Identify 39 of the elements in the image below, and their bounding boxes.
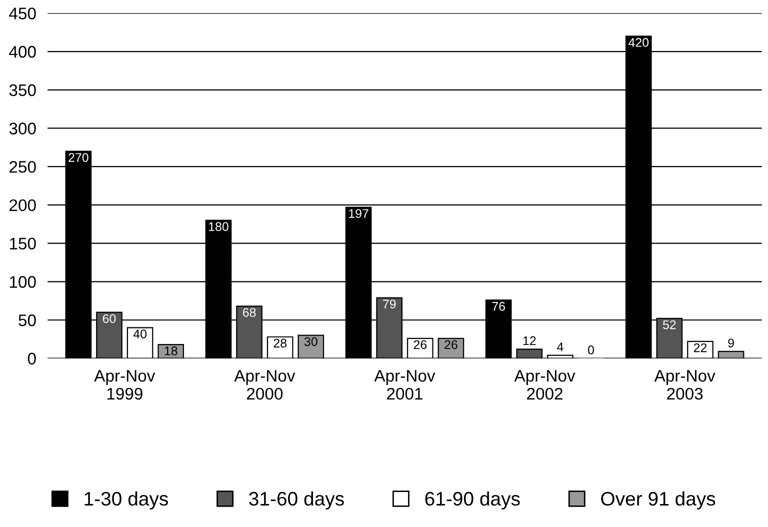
data-label: 52: [662, 320, 676, 330]
y-tick-label: 250: [10, 160, 36, 173]
data-label: 76: [492, 302, 505, 311]
y-tick-label: 200: [10, 199, 36, 212]
data-label: 30: [304, 337, 318, 346]
data-label: 270: [68, 153, 88, 162]
data-label: 9: [728, 338, 734, 348]
data-label: 4: [557, 342, 564, 352]
data-label: 40: [133, 330, 147, 338]
legend-label: Over 91 days: [601, 491, 716, 510]
data-label: 26: [414, 340, 427, 350]
y-tick-label: 450: [9, 8, 36, 20]
x-tick-label: Apr-Nov 2001: [374, 370, 436, 400]
data-label: 79: [383, 300, 396, 308]
data-label: 18: [164, 346, 178, 356]
y-tick-label: 50: [18, 314, 36, 326]
data-label: 180: [209, 222, 228, 231]
y-tick-label: 300: [9, 122, 36, 134]
x-tick-label: Apr-Nov 2000: [234, 370, 296, 400]
y-tick-label: 100: [10, 276, 36, 288]
data-label: 22: [694, 343, 707, 352]
legend-label: 61-90 days: [425, 491, 520, 510]
x-tick-label: Apr-Nov 2003: [654, 370, 716, 400]
data-label: 26: [444, 340, 458, 350]
data-label: 12: [523, 336, 536, 346]
y-tick-label: 400: [9, 46, 36, 58]
data-label: 420: [628, 38, 649, 47]
data-label: 0: [588, 346, 594, 354]
y-tick-label: 350: [9, 84, 36, 96]
legend-label: 31-60 days: [249, 491, 344, 510]
x-tick-label: Apr-Nov 1999: [94, 370, 156, 400]
legend-label: 1-30 days: [84, 491, 168, 510]
y-tick-label: 150: [10, 238, 36, 250]
x-tick-label: Apr-Nov 2002: [514, 370, 576, 400]
data-label: 60: [102, 314, 116, 324]
data-label: 68: [242, 308, 256, 317]
data-label: 28: [274, 338, 287, 348]
y-tick-label: 0: [28, 352, 36, 365]
data-label: 197: [349, 209, 368, 218]
